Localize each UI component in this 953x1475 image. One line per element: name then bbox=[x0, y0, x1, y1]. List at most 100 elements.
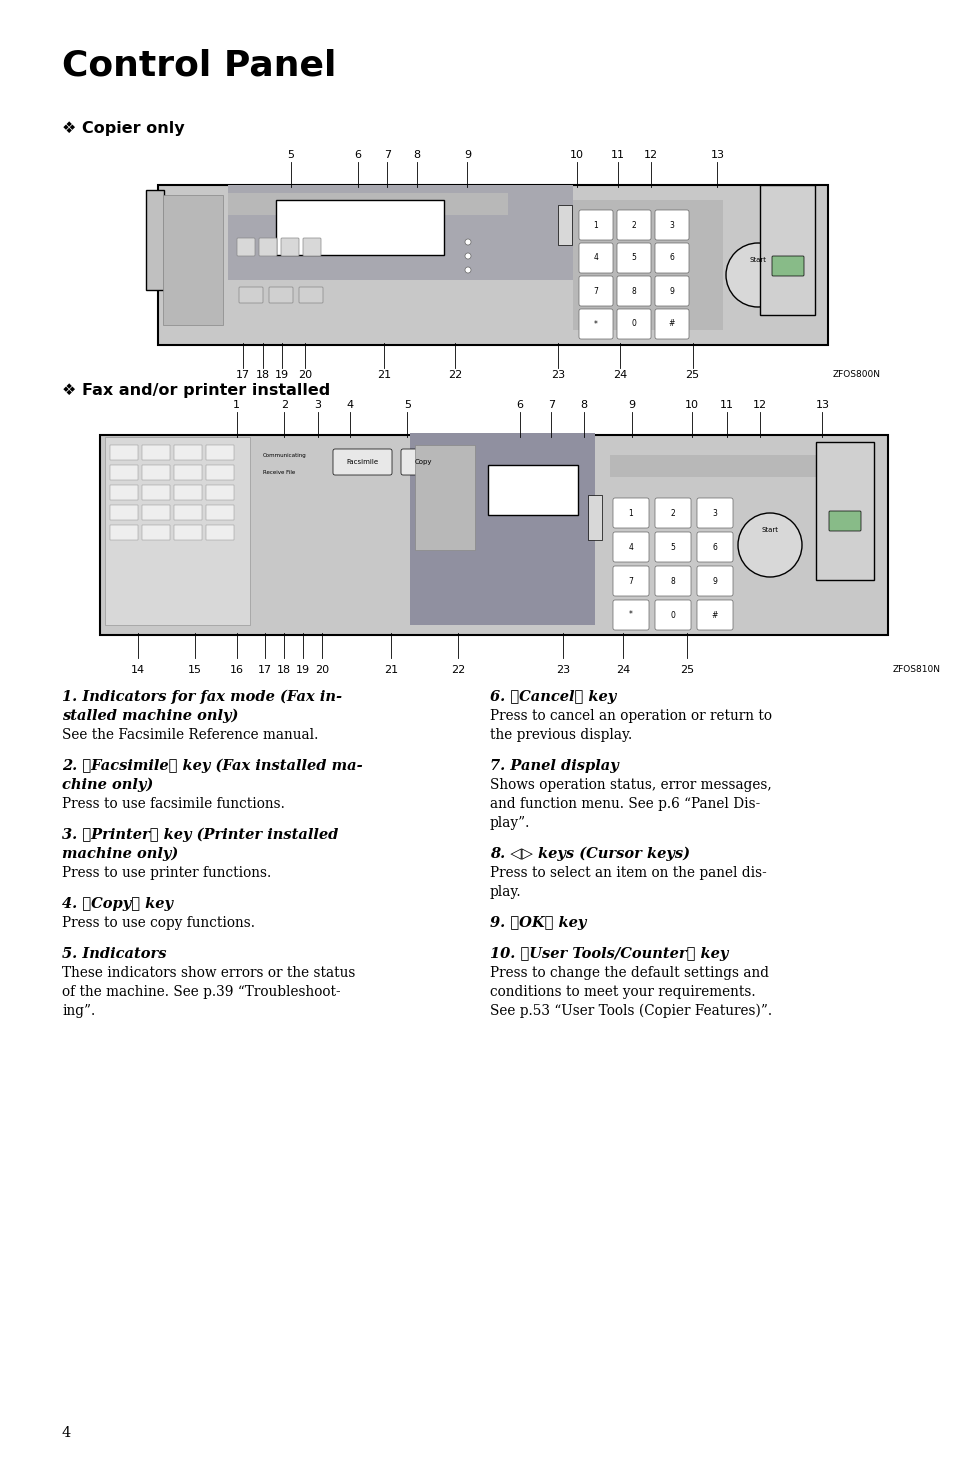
Text: 10: 10 bbox=[570, 150, 583, 159]
FancyBboxPatch shape bbox=[655, 243, 688, 273]
FancyBboxPatch shape bbox=[578, 243, 613, 273]
Bar bbox=[110, 445, 138, 460]
FancyBboxPatch shape bbox=[228, 184, 573, 280]
Text: 10: 10 bbox=[684, 400, 698, 410]
FancyBboxPatch shape bbox=[400, 448, 444, 475]
Text: and function menu. See p.6 “Panel Dis-: and function menu. See p.6 “Panel Dis- bbox=[490, 796, 760, 811]
FancyBboxPatch shape bbox=[258, 237, 276, 257]
Circle shape bbox=[464, 267, 471, 273]
FancyBboxPatch shape bbox=[828, 510, 861, 531]
Text: 21: 21 bbox=[377, 370, 391, 381]
FancyBboxPatch shape bbox=[655, 276, 688, 305]
Text: chine only): chine only) bbox=[62, 777, 153, 792]
FancyBboxPatch shape bbox=[163, 195, 223, 324]
Text: 18: 18 bbox=[277, 665, 291, 676]
Text: See p.53 “User Tools (Copier Features)”.: See p.53 “User Tools (Copier Features)”. bbox=[490, 1004, 771, 1018]
Bar bbox=[142, 504, 170, 521]
FancyBboxPatch shape bbox=[697, 532, 732, 562]
Bar bbox=[105, 437, 250, 625]
Text: Press to change the default settings and: Press to change the default settings and bbox=[490, 966, 768, 979]
Text: 23: 23 bbox=[551, 370, 564, 381]
Text: Receive File: Receive File bbox=[263, 471, 294, 475]
FancyBboxPatch shape bbox=[655, 308, 688, 339]
Bar bbox=[110, 465, 138, 479]
Text: 7: 7 bbox=[383, 150, 391, 159]
Text: 7: 7 bbox=[593, 286, 598, 295]
FancyBboxPatch shape bbox=[655, 566, 690, 596]
Text: the previous display.: the previous display. bbox=[490, 729, 632, 742]
Bar bbox=[587, 496, 601, 540]
Bar bbox=[110, 485, 138, 500]
Bar bbox=[488, 465, 578, 515]
Text: 9: 9 bbox=[712, 577, 717, 586]
Text: 24: 24 bbox=[613, 370, 626, 381]
FancyBboxPatch shape bbox=[771, 257, 803, 276]
Text: Start: Start bbox=[760, 527, 778, 532]
Text: 24: 24 bbox=[616, 665, 629, 676]
Text: 2. ［Facsimile］ key (Fax installed ma-: 2. ［Facsimile］ key (Fax installed ma- bbox=[62, 760, 362, 773]
Bar bbox=[410, 434, 595, 625]
FancyBboxPatch shape bbox=[655, 209, 688, 240]
Text: 11: 11 bbox=[611, 150, 624, 159]
Bar bbox=[173, 504, 202, 521]
Text: 6: 6 bbox=[669, 254, 674, 263]
Text: 20: 20 bbox=[298, 370, 312, 381]
Bar bbox=[206, 465, 233, 479]
Text: ❖ Copier only: ❖ Copier only bbox=[62, 121, 185, 136]
FancyBboxPatch shape bbox=[158, 184, 827, 345]
Text: 15: 15 bbox=[188, 665, 201, 676]
Text: 13: 13 bbox=[815, 400, 828, 410]
FancyBboxPatch shape bbox=[333, 448, 392, 475]
FancyBboxPatch shape bbox=[578, 209, 613, 240]
FancyBboxPatch shape bbox=[275, 201, 443, 255]
Text: ing”.: ing”. bbox=[62, 1004, 95, 1018]
Text: 14: 14 bbox=[132, 665, 145, 676]
Text: 4: 4 bbox=[628, 543, 633, 552]
Text: 7: 7 bbox=[547, 400, 555, 410]
Text: 18: 18 bbox=[256, 370, 270, 381]
Text: *: * bbox=[594, 320, 598, 329]
FancyBboxPatch shape bbox=[236, 237, 254, 257]
Text: 7. Panel display: 7. Panel display bbox=[490, 760, 618, 773]
Text: 5: 5 bbox=[631, 254, 636, 263]
Text: play.: play. bbox=[490, 885, 521, 898]
Text: Press to use copy functions.: Press to use copy functions. bbox=[62, 916, 254, 931]
Text: 2: 2 bbox=[280, 400, 288, 410]
Bar bbox=[558, 205, 572, 245]
Text: 8: 8 bbox=[579, 400, 587, 410]
Text: 5: 5 bbox=[403, 400, 411, 410]
Text: 2: 2 bbox=[670, 509, 675, 518]
Bar bbox=[173, 465, 202, 479]
Text: 23: 23 bbox=[556, 665, 569, 676]
Text: Shows operation status, error messages,: Shows operation status, error messages, bbox=[490, 777, 771, 792]
Text: Start: Start bbox=[749, 257, 765, 263]
Text: 6. ［Cancel］ key: 6. ［Cancel］ key bbox=[490, 690, 616, 704]
FancyBboxPatch shape bbox=[613, 600, 648, 630]
Text: 12: 12 bbox=[643, 150, 657, 159]
FancyBboxPatch shape bbox=[655, 499, 690, 528]
Bar bbox=[110, 504, 138, 521]
FancyBboxPatch shape bbox=[697, 600, 732, 630]
Text: 6: 6 bbox=[516, 400, 523, 410]
FancyBboxPatch shape bbox=[100, 435, 887, 636]
Text: 6: 6 bbox=[712, 543, 717, 552]
Text: 5. Indicators: 5. Indicators bbox=[62, 947, 167, 962]
Text: stalled machine only): stalled machine only) bbox=[62, 709, 238, 723]
FancyBboxPatch shape bbox=[303, 237, 320, 257]
Bar bbox=[573, 201, 722, 330]
Bar bbox=[142, 445, 170, 460]
Text: 6: 6 bbox=[354, 150, 361, 159]
Text: 16: 16 bbox=[230, 665, 243, 676]
Text: 20: 20 bbox=[315, 665, 329, 676]
Bar bbox=[206, 485, 233, 500]
Bar bbox=[206, 445, 233, 460]
Bar bbox=[142, 485, 170, 500]
Bar bbox=[142, 525, 170, 540]
Text: See the Facsimile Reference manual.: See the Facsimile Reference manual. bbox=[62, 729, 318, 742]
Text: 25: 25 bbox=[685, 370, 699, 381]
FancyBboxPatch shape bbox=[239, 288, 263, 302]
Text: play”.: play”. bbox=[490, 816, 530, 830]
FancyBboxPatch shape bbox=[613, 499, 648, 528]
Circle shape bbox=[464, 239, 471, 245]
FancyBboxPatch shape bbox=[578, 276, 613, 305]
